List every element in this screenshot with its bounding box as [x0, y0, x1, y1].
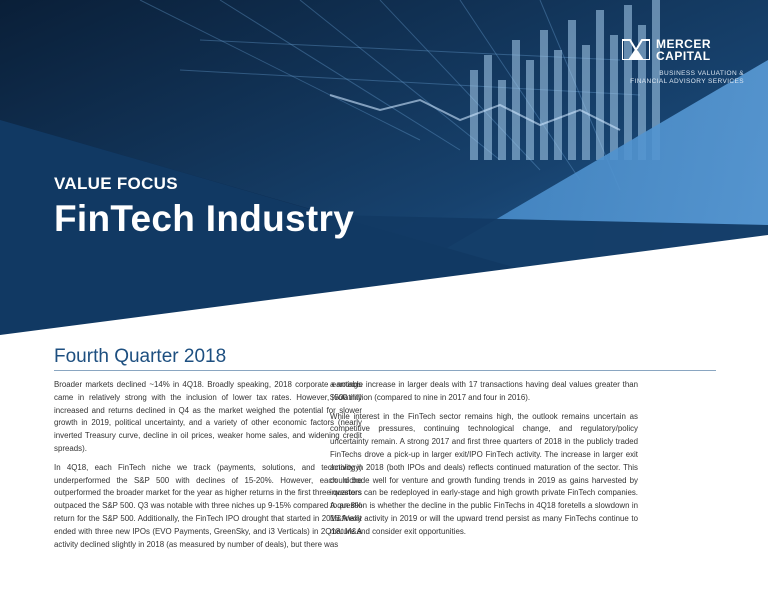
logo-tagline: BUSINESS VALUATION & FINANCIAL ADVISORY … — [630, 70, 744, 86]
section-title: Fourth Quarter 2018 — [54, 346, 227, 367]
section-divider — [54, 370, 716, 371]
body-paragraph: In 4Q18, each FinTech niche we track (pa… — [54, 462, 362, 549]
body-column-left: Broader markets declined ~14% in 4Q18. B… — [54, 379, 362, 557]
body-paragraph: a notable increase in larger deals with … — [330, 380, 638, 402]
hero-banner: MERCER CAPITAL BUSINESS VALUATION & FINA… — [0, 0, 768, 340]
mercer-capital-logo[interactable]: MERCER CAPITAL — [622, 36, 742, 86]
body-paragraph: While interest in the FinTech sector rem… — [330, 411, 638, 536]
page-title: FinTech Industry — [54, 198, 355, 239]
body-paragraph: Broader markets declined ~14% in 4Q18. B… — [54, 380, 362, 453]
logo-tagline-line2: FINANCIAL ADVISORY SERVICES — [630, 78, 744, 85]
body-column-right: a notable increase in larger deals with … — [330, 379, 638, 545]
logo-name-line1: MERCER — [656, 37, 712, 51]
logo-name-line2: CAPITAL — [656, 49, 711, 63]
logo-name: MERCER CAPITAL — [656, 38, 711, 62]
eyebrow-label: VALUE FOCUS — [54, 174, 178, 193]
logo-tagline-line1: BUSINESS VALUATION & — [659, 70, 744, 77]
mercer-capital-logo-icon — [622, 39, 650, 60]
